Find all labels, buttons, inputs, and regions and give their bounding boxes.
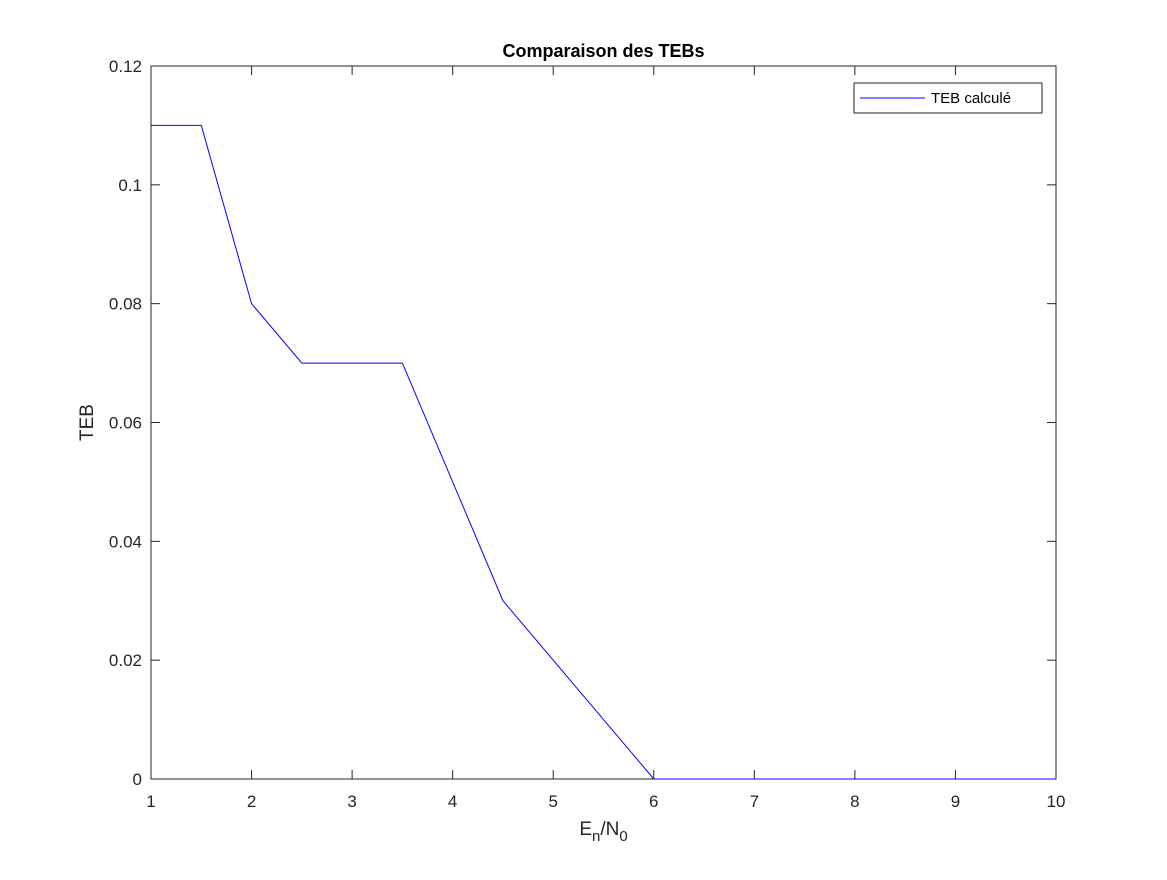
x-tick-label: 4: [448, 792, 457, 811]
y-tick-label: 0.06: [109, 414, 142, 433]
y-tick-label: 0.02: [109, 651, 142, 670]
x-tick-label: 1: [146, 792, 155, 811]
x-tick-label: 10: [1047, 792, 1066, 811]
y-tick-label: 0.1: [118, 176, 142, 195]
x-tick-label: 6: [649, 792, 658, 811]
y-tick-label: 0: [133, 770, 142, 789]
y-tick-label: 0.12: [109, 57, 142, 76]
x-axis-label: En/N0: [579, 819, 627, 845]
axes-frame: [150, 65, 1057, 780]
x-label-mid: /N: [600, 819, 619, 840]
legend: TEB calculé: [853, 82, 1043, 114]
x-label-base: E: [579, 819, 592, 840]
x-tick-label: 2: [247, 792, 256, 811]
legend-entry-label: TEB calculé: [931, 90, 1011, 107]
series-layer: [151, 124, 1056, 780]
series-line: [151, 124, 1056, 780]
y-axis-label: TEB: [77, 404, 98, 441]
x-tick-label: 8: [850, 792, 859, 811]
x-tick-label: 3: [347, 792, 356, 811]
y-axis-ticks: 0 0.02 0.04 0.06 0.08 0.1 0.12: [109, 57, 1056, 789]
y-tick-label: 0.08: [109, 295, 142, 314]
x-label-sub1: n: [592, 828, 600, 845]
chart-title: Comparaison des TEBs: [502, 41, 704, 61]
x-tick-label: 9: [951, 792, 960, 811]
x-tick-label: 5: [548, 792, 557, 811]
x-label-sub2: 0: [619, 828, 627, 845]
x-tick-label: 7: [750, 792, 759, 811]
plot-area-border: [150, 65, 1057, 780]
y-tick-label: 0.04: [109, 532, 142, 551]
x-axis-ticks: 1 2 3 4 5 6 7 8 9 10: [146, 66, 1065, 811]
